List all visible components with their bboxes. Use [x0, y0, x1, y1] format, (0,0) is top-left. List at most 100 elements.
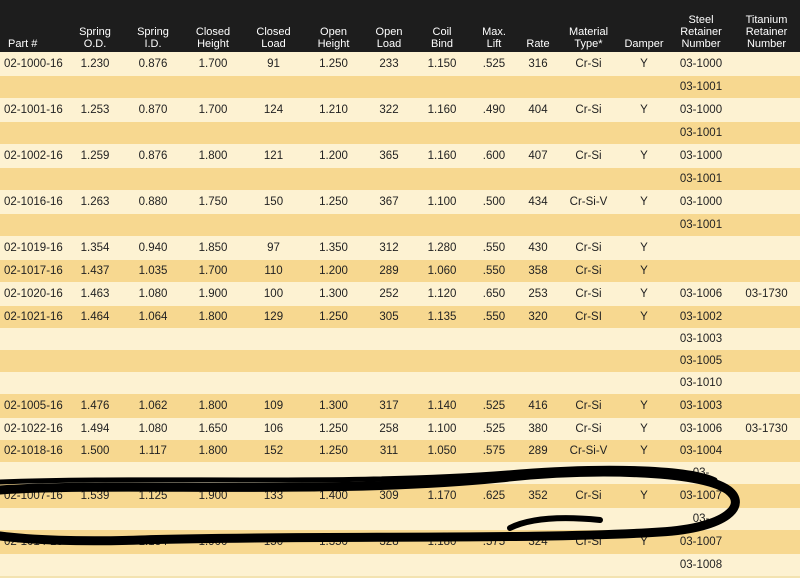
header-spring-od-line: O.D. — [83, 38, 107, 50]
table-row: 03- — [0, 508, 800, 530]
table-row: 03-1001 — [0, 76, 800, 98]
cell-material-type: Cr-Si — [558, 282, 619, 306]
cell-steel-retainer-number: 03-1007 — [669, 484, 733, 508]
cell-coil-bind — [414, 122, 470, 144]
cell-coil-bind — [414, 462, 470, 484]
cell-damper — [619, 554, 669, 576]
cell-part-number: 02-1014-16 — [0, 530, 66, 554]
cell-closed-load — [244, 214, 303, 236]
cell-part-number: 02-1017-16 — [0, 260, 66, 282]
cell-material-type — [558, 328, 619, 350]
cell-material-type — [558, 350, 619, 372]
header-open-height: Open Height — [303, 0, 364, 52]
cell-max-lift — [470, 76, 518, 98]
header-coil-bind-line: Bind — [430, 38, 454, 50]
cell-max-lift: .500 — [470, 190, 518, 214]
cell-max-lift: .550 — [470, 236, 518, 260]
cell-rate: 358 — [518, 260, 558, 282]
cell-titanium-retainer-number: 03-1730 — [733, 282, 800, 306]
cell-coil-bind: 1.280 — [414, 236, 470, 260]
cell-spring-od — [66, 76, 124, 98]
cell-part-number — [0, 122, 66, 144]
header-open-load-line: Load — [376, 38, 402, 50]
cell-closed-load — [244, 76, 303, 98]
header-material-type-line: Material — [568, 26, 609, 38]
cell-closed-height — [182, 214, 244, 236]
cell-spring-od — [66, 372, 124, 394]
cell-part-number — [0, 214, 66, 236]
table-row: 02-1014-16 1.548 1.134 1.900 150 1.350 328 1.18… — [0, 530, 800, 554]
cell-open-height: 1.350 — [303, 530, 364, 554]
cell-part-number: 02-1001-16 — [0, 98, 66, 122]
cell-coil-bind — [414, 372, 470, 394]
cell-closed-height: 1.800 — [182, 144, 244, 168]
cell-material-type: Cr-Si — [558, 52, 619, 76]
cell-damper: Y — [619, 418, 669, 440]
cell-material-type — [558, 76, 619, 98]
cell-open-load: 305 — [364, 306, 414, 328]
cell-part-number: 02-1007-16 — [0, 484, 66, 508]
cell-open-height — [303, 122, 364, 144]
cell-damper: Y — [619, 306, 669, 328]
table-row: 02-1016-16 1.263 0.880 1.750 150 1.250 367 1.10… — [0, 190, 800, 214]
header-open-height-line: Height — [317, 38, 350, 50]
cell-coil-bind: 1.150 — [414, 52, 470, 76]
cell-open-height: 1.200 — [303, 260, 364, 282]
cell-steel-retainer-number — [669, 236, 733, 260]
cell-closed-load: 133 — [244, 484, 303, 508]
cell-steel-retainer-number: 03-1000 — [669, 52, 733, 76]
header-steel-retainer-number-line: Retainer — [680, 26, 722, 38]
cell-material-type: Cr-Si — [558, 418, 619, 440]
cell-spring-od — [66, 350, 124, 372]
cell-rate: 407 — [518, 144, 558, 168]
cell-open-load: 258 — [364, 418, 414, 440]
cell-open-height: 1.250 — [303, 52, 364, 76]
cell-max-lift: .575 — [470, 440, 518, 462]
cell-titanium-retainer-number — [733, 350, 800, 372]
header-open-height-line: Open — [320, 26, 347, 38]
cell-titanium-retainer-number — [733, 168, 800, 190]
cell-steel-retainer-number: 03-1006 — [669, 282, 733, 306]
cell-open-load: 367 — [364, 190, 414, 214]
cell-open-height — [303, 168, 364, 190]
cell-spring-od — [66, 554, 124, 576]
cell-closed-height: 1.800 — [182, 306, 244, 328]
cell-coil-bind — [414, 76, 470, 98]
cell-open-load: 289 — [364, 260, 414, 282]
cell-spring-id — [124, 508, 182, 530]
cell-titanium-retainer-number — [733, 328, 800, 350]
cell-part-number — [0, 462, 66, 484]
cell-material-type: Cr-Si — [558, 236, 619, 260]
cell-titanium-retainer-number — [733, 440, 800, 462]
cell-material-type — [558, 554, 619, 576]
cell-closed-load: 109 — [244, 394, 303, 418]
cell-material-type — [558, 168, 619, 190]
cell-spring-id: 0.940 — [124, 236, 182, 260]
cell-coil-bind: 1.170 — [414, 484, 470, 508]
cell-damper — [619, 168, 669, 190]
cell-spring-id — [124, 350, 182, 372]
cell-rate — [518, 508, 558, 530]
cell-material-type: Cr-Si — [558, 484, 619, 508]
cell-rate — [518, 372, 558, 394]
cell-max-lift — [470, 462, 518, 484]
cell-open-load — [364, 76, 414, 98]
cell-closed-height: 1.750 — [182, 190, 244, 214]
cell-spring-od: 1.539 — [66, 484, 124, 508]
cell-titanium-retainer-number — [733, 98, 800, 122]
cell-titanium-retainer-number — [733, 52, 800, 76]
cell-spring-id — [124, 76, 182, 98]
cell-open-height: 1.400 — [303, 484, 364, 508]
cell-closed-height — [182, 350, 244, 372]
cell-damper: Y — [619, 260, 669, 282]
header-spring-id: Spring I.D. — [124, 0, 182, 52]
cell-spring-od: 1.354 — [66, 236, 124, 260]
cell-titanium-retainer-number — [733, 306, 800, 328]
header-spring-od: Spring O.D. — [66, 0, 124, 52]
cell-closed-load — [244, 350, 303, 372]
cell-titanium-retainer-number — [733, 508, 800, 530]
cell-open-load: 317 — [364, 394, 414, 418]
header-rate: Rate — [518, 0, 558, 52]
header-open-load-line: Open — [375, 26, 403, 38]
